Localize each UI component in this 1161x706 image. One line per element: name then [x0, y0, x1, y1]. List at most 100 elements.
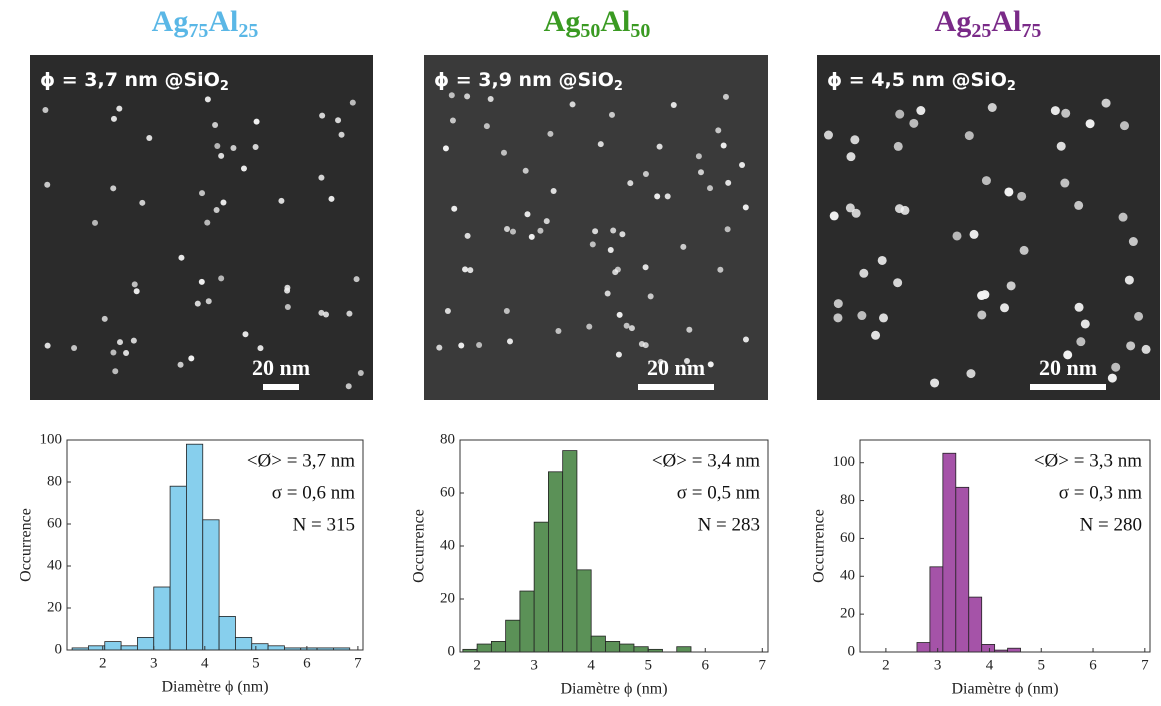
x-tick-label: 4 [986, 657, 994, 673]
particle [1134, 311, 1144, 321]
particle [467, 267, 474, 274]
particle [112, 368, 119, 375]
particle [686, 326, 693, 333]
particle [1119, 121, 1129, 131]
particle [623, 322, 630, 329]
particle [476, 342, 483, 349]
particle [218, 152, 225, 159]
micrograph [30, 55, 373, 400]
bar [202, 519, 220, 651]
image-label-subscript: 2 [220, 79, 229, 94]
particle [724, 226, 731, 233]
particle [1074, 302, 1084, 312]
particle [133, 288, 140, 295]
title-part: Al [208, 5, 238, 38]
x-tick-label: 3 [934, 657, 942, 673]
particle [1141, 344, 1151, 354]
particle [487, 95, 494, 102]
title-part: Ag [935, 5, 972, 38]
title-subscript: 75 [188, 20, 208, 42]
bar [267, 645, 285, 651]
particle [345, 383, 352, 390]
particle [509, 228, 516, 235]
bar [476, 643, 492, 653]
particle [720, 142, 727, 149]
micrograph [424, 55, 768, 400]
particle [212, 122, 219, 129]
bar [104, 641, 122, 651]
particle [670, 102, 677, 109]
particle [707, 185, 714, 192]
particle [916, 106, 926, 116]
x-tick-label: 2 [473, 657, 481, 673]
particle [451, 205, 458, 212]
particle [204, 219, 211, 226]
particle [353, 276, 360, 283]
particle [742, 336, 749, 343]
particle [278, 197, 285, 204]
particle [178, 254, 185, 261]
title-subscript: 75 [1021, 20, 1041, 42]
particle [930, 378, 940, 388]
particle [357, 370, 364, 377]
particle [318, 174, 325, 181]
panel-title: Ag75Al25 [152, 5, 259, 42]
y-axis-label: Occurrence [811, 509, 828, 583]
image-label: ϕ = 3,7 nm @SiO2 [40, 69, 229, 94]
x-tick-label: 4 [587, 657, 595, 673]
y-tick-label: 20 [440, 590, 455, 606]
y-axis-label: Occurrence [18, 508, 35, 582]
particle [218, 275, 225, 282]
x-tick-label: 4 [201, 655, 209, 671]
micrograph [817, 55, 1160, 400]
x-tick-label: 2 [882, 657, 890, 673]
particle [833, 299, 843, 309]
particle [338, 131, 345, 138]
particle [101, 315, 108, 322]
bar [120, 645, 138, 651]
particle [503, 308, 510, 315]
particle [198, 278, 205, 285]
particle [664, 193, 671, 200]
particle [909, 118, 919, 128]
particle [859, 268, 869, 278]
particle [335, 117, 342, 124]
particle [1111, 362, 1121, 372]
y-tick-label: 40 [440, 537, 455, 553]
x-tick-label: 2 [99, 655, 107, 671]
particle [739, 161, 746, 168]
particle [654, 193, 661, 200]
particle [1000, 303, 1010, 313]
particle [1124, 275, 1134, 285]
particle [569, 101, 576, 108]
particle [116, 105, 123, 112]
particle [612, 269, 619, 276]
particle [1017, 191, 1027, 201]
particle [117, 339, 124, 346]
bar [676, 646, 692, 653]
bar [519, 590, 535, 653]
y-tick-label: 40 [840, 568, 855, 584]
particle [1080, 319, 1090, 329]
x-tick-label: 6 [702, 657, 710, 673]
particle [715, 127, 722, 134]
particle [871, 330, 881, 340]
bar [533, 521, 549, 653]
bar [968, 596, 983, 653]
annotation: N = 315 [293, 514, 355, 535]
particle [657, 358, 664, 365]
x-tick-label: 3 [150, 655, 158, 671]
bar [633, 646, 649, 653]
particle [1006, 281, 1016, 291]
y-tick-label: 60 [440, 484, 455, 500]
x-tick-label: 5 [1038, 657, 1046, 673]
particle [642, 342, 649, 349]
particle [604, 290, 611, 297]
scale-bar-label: 20 nm [1039, 355, 1097, 380]
annotation: σ = 0,6 nm [272, 482, 355, 503]
particle [464, 93, 471, 100]
particle [44, 181, 51, 188]
particle [977, 310, 987, 320]
particle [1060, 178, 1070, 188]
